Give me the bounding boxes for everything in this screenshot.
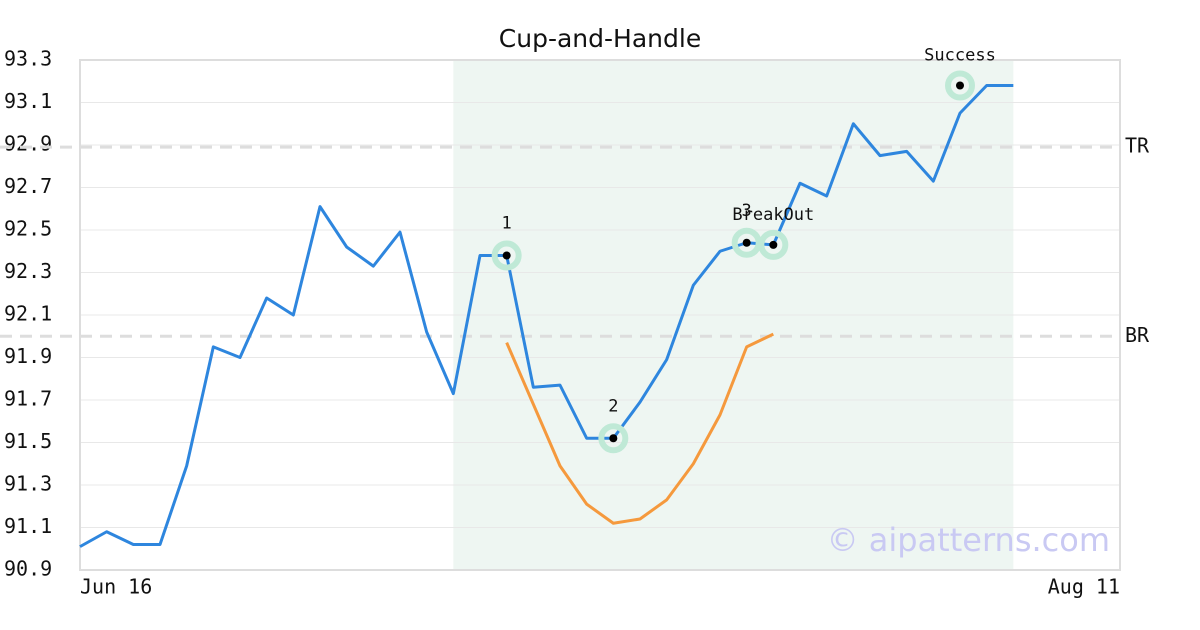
y-tick-label: 92.7 <box>4 174 52 198</box>
point-dot <box>742 238 751 247</box>
y-tick-label: 92.9 <box>4 132 52 156</box>
point-label: 3 <box>742 201 752 221</box>
level-label: BR <box>1125 323 1150 347</box>
point-dot <box>502 251 511 260</box>
y-tick-label: 92.5 <box>4 217 52 241</box>
series-line <box>79 84 1014 548</box>
y-tick-label: 92.1 <box>4 302 52 326</box>
level-label: TR <box>1125 134 1150 158</box>
point-halo <box>598 423 629 454</box>
y-tick-label: 90.9 <box>4 557 52 581</box>
point-dot <box>769 240 778 249</box>
y-tick-label: 91.3 <box>4 472 52 496</box>
y-tick-label: 93.3 <box>4 47 52 71</box>
y-tick-label: 91.7 <box>4 387 52 411</box>
x-tick-label: Aug 11 <box>1048 575 1120 599</box>
watermark: © aipatterns.com <box>827 521 1110 559</box>
point-label: Success <box>924 46 996 66</box>
point-halo <box>491 240 522 271</box>
plot-frame <box>79 59 1121 571</box>
y-tick-label: 91.9 <box>4 344 52 368</box>
series-line <box>505 332 774 525</box>
x-tick-label: Jun 16 <box>80 575 152 599</box>
point-dot <box>609 434 618 443</box>
point-label: 2 <box>608 396 618 416</box>
y-tick-label: 91.5 <box>4 429 52 453</box>
y-tick-label: 91.1 <box>4 514 52 538</box>
point-dot <box>956 81 964 90</box>
point-label: BreakOut <box>732 205 814 225</box>
y-tick-label: 92.3 <box>4 259 52 283</box>
point-halo <box>758 229 789 260</box>
chart-title: Cup-and-Handle <box>499 24 701 53</box>
point-label: 1 <box>502 214 512 234</box>
y-tick-label: 93.1 <box>4 89 52 113</box>
point-halo <box>945 70 975 101</box>
